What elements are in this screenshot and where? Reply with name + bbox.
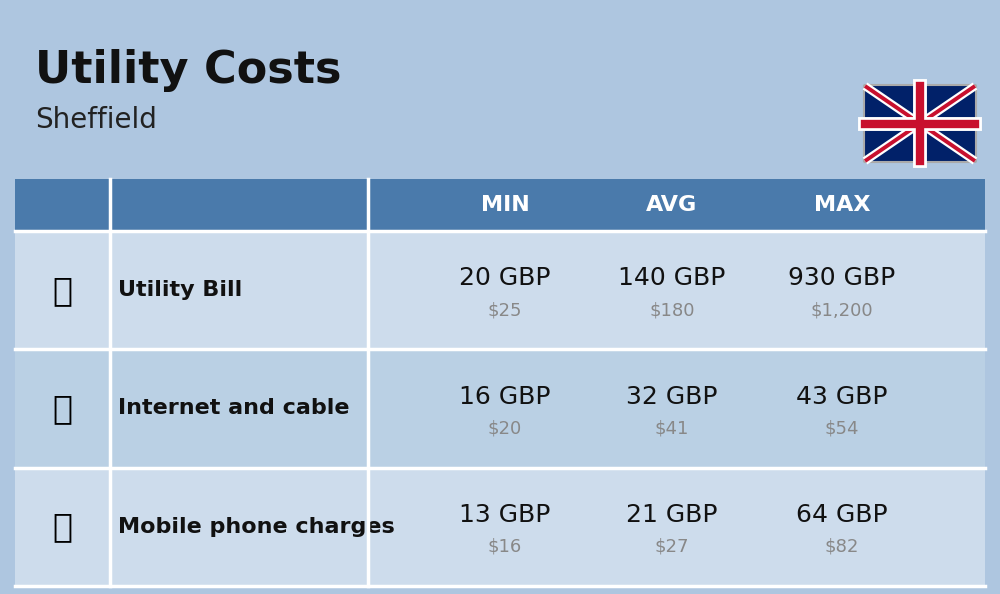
FancyBboxPatch shape (15, 349, 985, 467)
Text: 21 GBP: 21 GBP (626, 503, 718, 527)
Text: $27: $27 (655, 538, 689, 556)
Text: $180: $180 (649, 301, 695, 319)
Text: AVG: AVG (646, 195, 698, 215)
Text: $20: $20 (488, 419, 522, 438)
Text: $54: $54 (825, 419, 859, 438)
Text: $25: $25 (488, 301, 522, 319)
FancyBboxPatch shape (864, 85, 976, 162)
Text: Mobile phone charges: Mobile phone charges (118, 517, 395, 537)
Text: 20 GBP: 20 GBP (459, 266, 551, 290)
Text: 📶: 📶 (52, 392, 72, 425)
Text: 140 GBP: 140 GBP (618, 266, 726, 290)
Text: $1,200: $1,200 (811, 301, 873, 319)
Text: Utility Costs: Utility Costs (35, 49, 342, 92)
Text: 43 GBP: 43 GBP (796, 384, 888, 409)
Text: $41: $41 (655, 419, 689, 438)
Text: MAX: MAX (814, 195, 870, 215)
FancyBboxPatch shape (15, 467, 985, 586)
Text: 🔌: 🔌 (52, 274, 72, 307)
Text: $82: $82 (825, 538, 859, 556)
Text: Sheffield: Sheffield (35, 106, 157, 134)
FancyBboxPatch shape (15, 231, 985, 349)
Text: 📱: 📱 (52, 510, 72, 544)
Text: Internet and cable: Internet and cable (118, 399, 350, 419)
Text: $16: $16 (488, 538, 522, 556)
Text: 930 GBP: 930 GBP (788, 266, 896, 290)
Text: Utility Bill: Utility Bill (118, 280, 242, 300)
Text: 16 GBP: 16 GBP (459, 384, 551, 409)
Text: 64 GBP: 64 GBP (796, 503, 888, 527)
Text: 13 GBP: 13 GBP (459, 503, 551, 527)
Text: MIN: MIN (481, 195, 529, 215)
FancyBboxPatch shape (15, 179, 985, 231)
Text: 32 GBP: 32 GBP (626, 384, 718, 409)
